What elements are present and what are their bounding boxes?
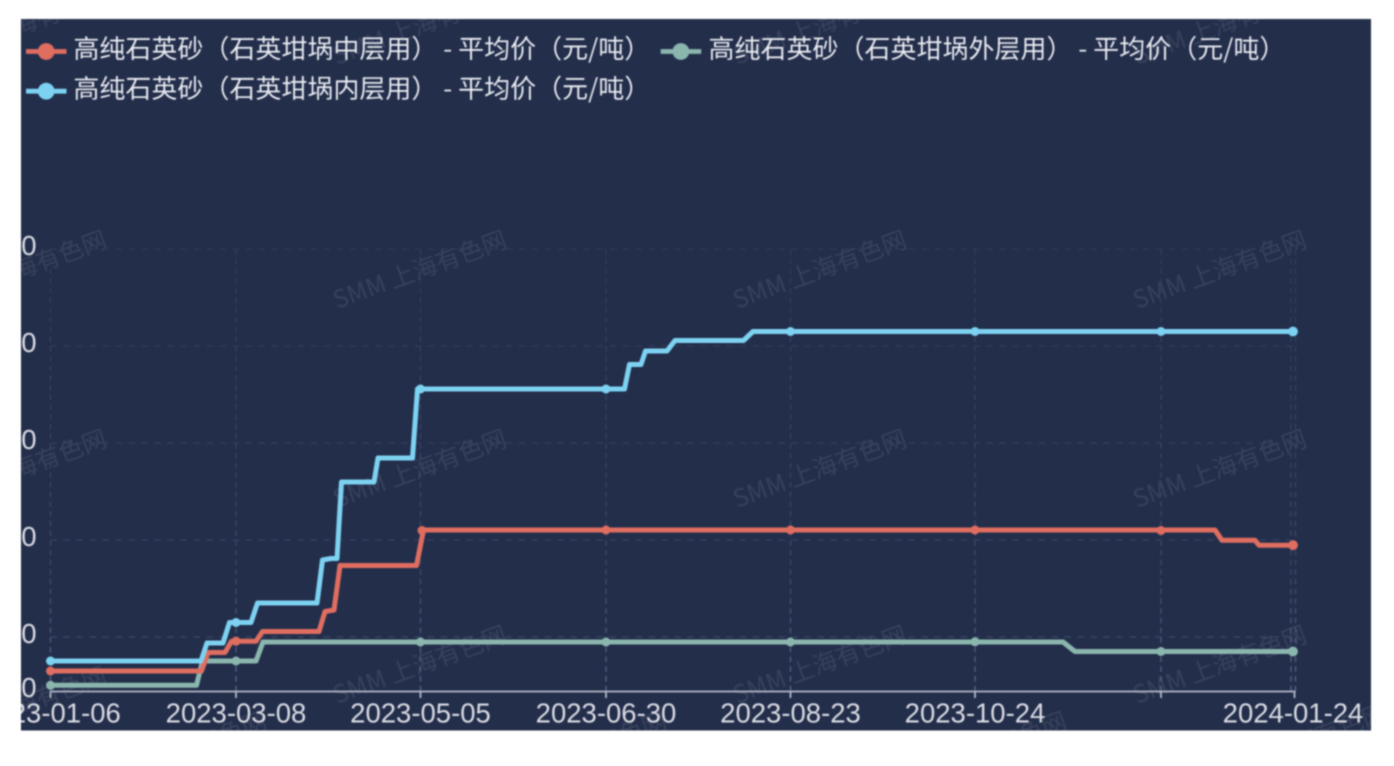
svg-text:80000: 80000: [0, 327, 37, 358]
svg-text:2023-06-30: 2023-06-30: [536, 698, 677, 729]
svg-text:2023-01-06: 2023-01-06: [0, 698, 121, 729]
svg-text:100000: 100000: [0, 230, 37, 261]
svg-text:2023-08-23: 2023-08-23: [720, 698, 861, 729]
svg-text:2023-03-08: 2023-03-08: [166, 698, 307, 729]
svg-text:60000: 60000: [0, 424, 37, 455]
svg-text:2023-10-24: 2023-10-24: [905, 698, 1046, 729]
svg-text:2024-01-24: 2024-01-24: [1223, 698, 1364, 729]
svg-text:20000: 20000: [0, 618, 37, 649]
svg-text:0: 0: [21, 672, 36, 703]
svg-text:40000: 40000: [0, 521, 37, 552]
svg-text:2023-05-05: 2023-05-05: [350, 698, 491, 729]
